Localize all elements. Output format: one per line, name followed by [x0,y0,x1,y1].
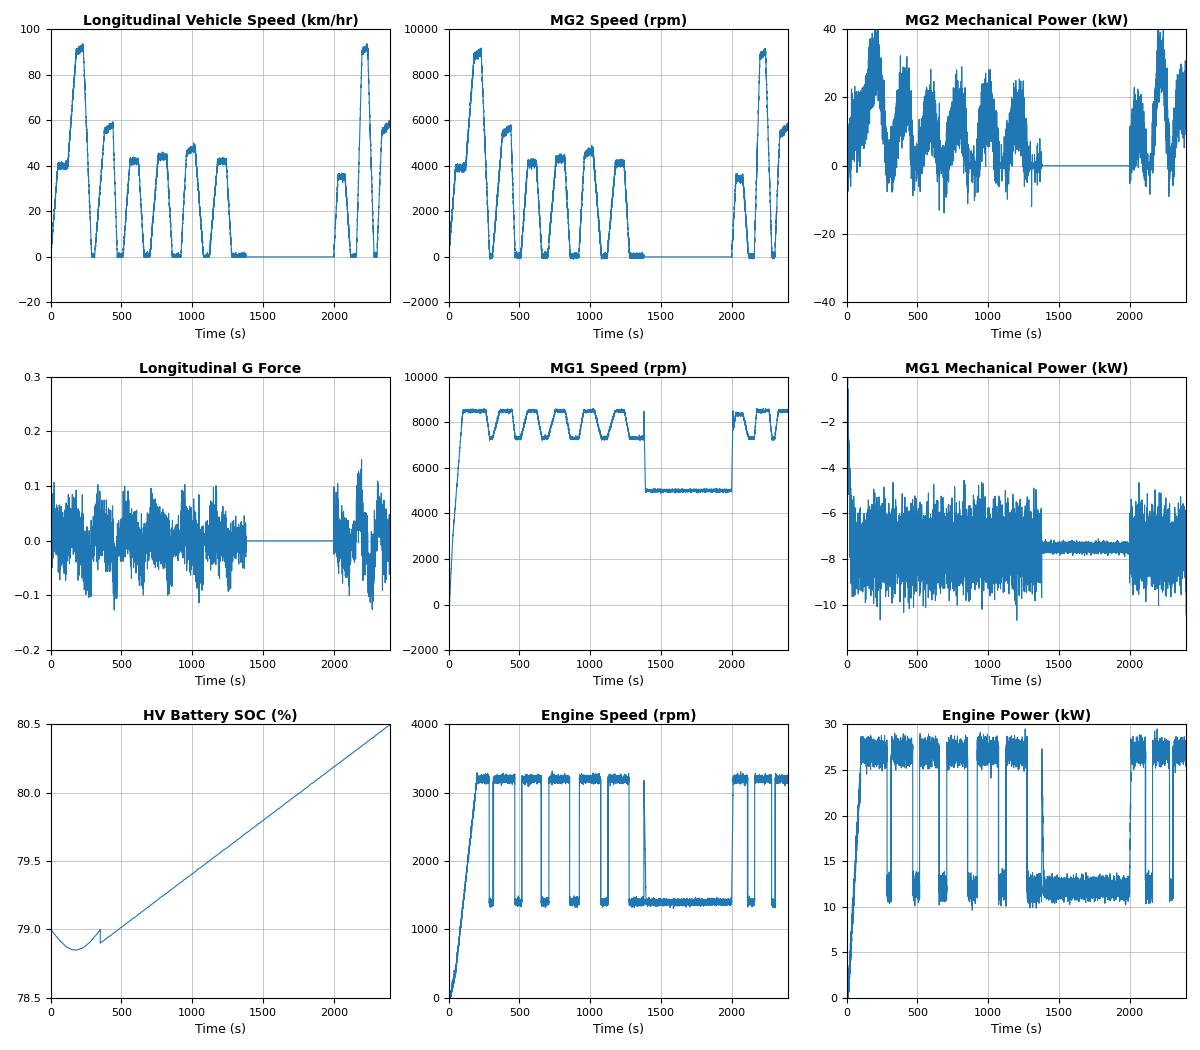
Title: MG2 Speed (rpm): MG2 Speed (rpm) [550,14,688,28]
Title: Longitudinal Vehicle Speed (km/hr): Longitudinal Vehicle Speed (km/hr) [83,14,359,28]
Title: MG1 Mechanical Power (kW): MG1 Mechanical Power (kW) [905,361,1128,376]
X-axis label: Time (s): Time (s) [196,675,246,689]
X-axis label: Time (s): Time (s) [593,1023,644,1036]
X-axis label: Time (s): Time (s) [593,328,644,341]
Title: Engine Speed (rpm): Engine Speed (rpm) [541,709,696,723]
Title: MG2 Mechanical Power (kW): MG2 Mechanical Power (kW) [905,14,1128,28]
X-axis label: Time (s): Time (s) [991,1023,1042,1036]
X-axis label: Time (s): Time (s) [991,675,1042,689]
Title: MG1 Speed (rpm): MG1 Speed (rpm) [550,361,688,376]
Title: Engine Power (kW): Engine Power (kW) [942,709,1091,723]
X-axis label: Time (s): Time (s) [196,328,246,341]
X-axis label: Time (s): Time (s) [593,675,644,689]
X-axis label: Time (s): Time (s) [991,328,1042,341]
X-axis label: Time (s): Time (s) [196,1023,246,1036]
Title: Longitudinal G Force: Longitudinal G Force [139,361,301,376]
Title: HV Battery SOC (%): HV Battery SOC (%) [143,709,298,723]
